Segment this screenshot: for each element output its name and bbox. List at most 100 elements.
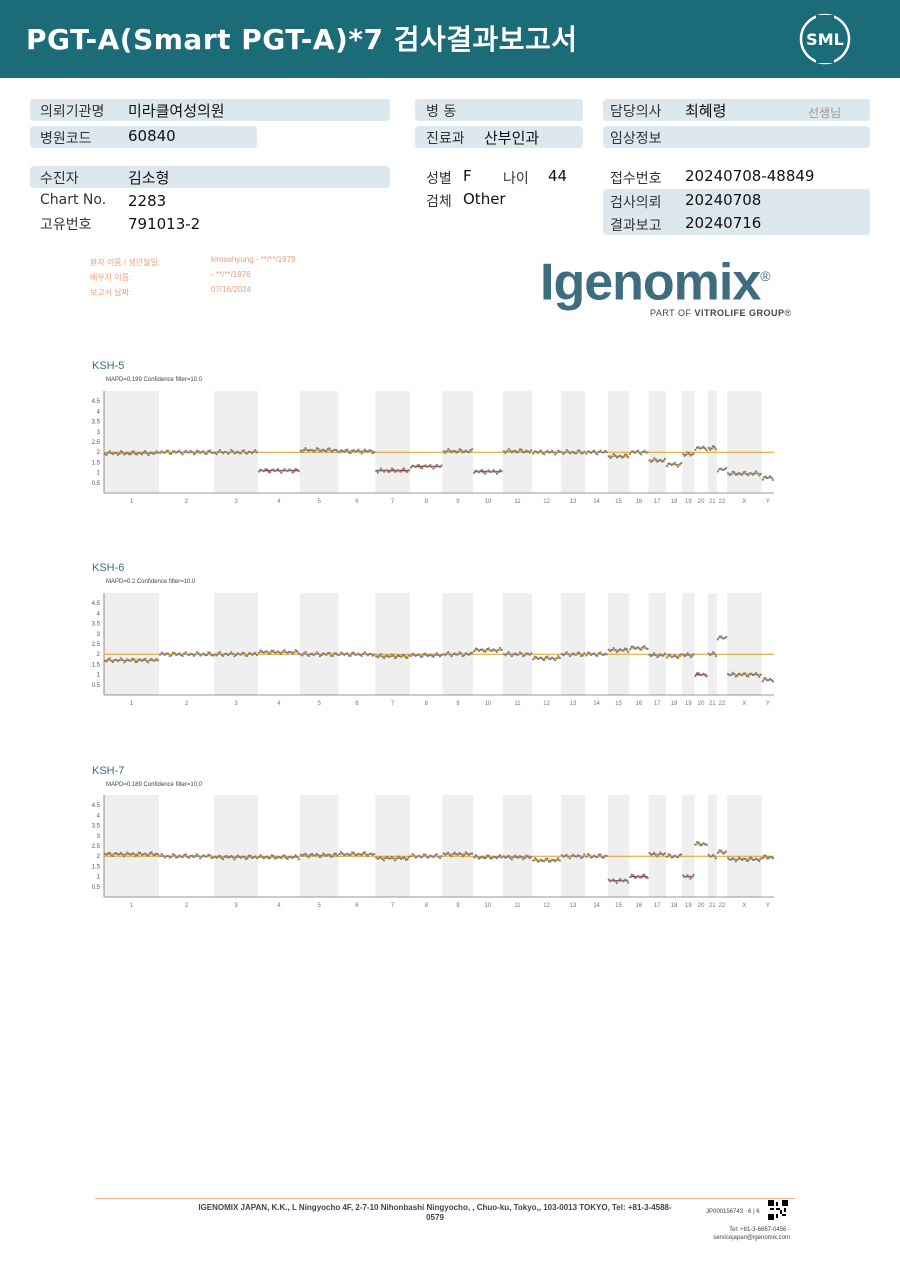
cnv-point <box>557 449 560 452</box>
receipt-label: 접수번호 <box>610 171 662 187</box>
doctor-label: 담당의사 <box>610 104 662 120</box>
cnv-point <box>334 448 338 452</box>
cnv-point <box>286 652 289 655</box>
cnv-point <box>665 465 669 468</box>
cnv-point <box>615 881 618 884</box>
cnv-point <box>124 659 128 663</box>
cnv-point <box>585 855 588 858</box>
cnv-point <box>189 449 192 453</box>
cnv-point <box>148 452 152 455</box>
cnv-point <box>234 451 238 454</box>
cnv-point <box>338 451 341 454</box>
cnv-point <box>176 855 179 859</box>
x-tick-label: 22 <box>719 701 726 707</box>
cnv-point <box>758 474 761 477</box>
cnv-point <box>156 853 160 856</box>
cnv-point <box>504 654 507 657</box>
x-tick-label: 17 <box>654 903 661 909</box>
cnv-point <box>310 852 314 855</box>
cnv-point <box>583 450 586 453</box>
cnv-point <box>147 453 150 457</box>
brand-name: Igenomix <box>540 253 761 312</box>
cnv-point <box>200 855 203 858</box>
x-tick-label: 18 <box>671 499 678 505</box>
cnv-point <box>162 854 165 857</box>
cnv-point <box>103 452 107 456</box>
cnv-point <box>689 877 692 880</box>
cnv-point <box>663 457 667 460</box>
cnv-point <box>309 448 312 451</box>
cnv-point <box>421 467 424 470</box>
cnv-point <box>278 469 281 473</box>
cnv-point <box>694 674 697 678</box>
cnv-point <box>499 468 502 472</box>
cnv-point <box>530 449 533 452</box>
cnv-point <box>673 654 676 657</box>
unique-no-label: 고유번호 <box>40 217 92 233</box>
cnv-point <box>297 652 300 655</box>
cnv-point <box>552 451 555 454</box>
cnv-point <box>171 651 175 654</box>
cnv-point <box>395 470 398 473</box>
cnv-point <box>192 855 195 859</box>
cnv-point <box>331 450 334 453</box>
chromosome-band <box>707 593 717 695</box>
cnv-point <box>357 652 360 655</box>
cnv-point <box>623 453 627 456</box>
cnv-point <box>568 857 571 860</box>
cnv-point <box>435 463 438 467</box>
cnv-point <box>502 652 505 656</box>
cnv-point <box>430 654 433 657</box>
cnv-point <box>373 852 376 856</box>
cnv-point <box>444 451 447 455</box>
cnv-point <box>409 466 413 469</box>
cnv-point <box>153 452 156 455</box>
chromosome-band <box>707 795 717 897</box>
cnv-point <box>562 452 565 456</box>
cnv-point <box>191 653 194 656</box>
cnv-point <box>247 652 251 655</box>
cnv-point <box>276 467 280 471</box>
cnv-point <box>707 446 710 449</box>
cnv-point <box>546 655 549 658</box>
cnv-point <box>654 853 657 856</box>
cnv-point <box>733 471 736 474</box>
cnv-chart-ksh6: 4.543.532.521.510.51 2 3 4 5 6 7 8 9 10 11 12 13 14 15… <box>92 593 775 707</box>
chart-no-value: 2283 <box>128 192 167 210</box>
cnv-point <box>588 854 591 857</box>
cnv-point <box>259 649 262 652</box>
cnv-point <box>222 858 225 861</box>
cnv-point <box>262 470 265 473</box>
cnv-point <box>764 676 767 680</box>
cnv-point <box>490 857 494 860</box>
cnv-point <box>440 653 443 657</box>
x-tick-label: 19 <box>685 499 692 505</box>
cnv-point <box>153 659 156 662</box>
cnv-point <box>575 653 578 656</box>
cnv-point <box>322 652 325 655</box>
cnv-point <box>504 451 507 455</box>
cnv-point <box>653 851 656 854</box>
chromosome-band <box>502 795 533 897</box>
chromosome-band <box>214 593 258 695</box>
cnv-point <box>197 855 200 858</box>
cnv-point <box>165 652 168 655</box>
cnv-point <box>434 465 437 468</box>
cnv-point <box>570 855 573 858</box>
cnv-point <box>597 450 601 454</box>
cnv-point <box>155 658 158 661</box>
cnv-point <box>659 458 662 461</box>
x-tick-label: 21 <box>709 701 716 707</box>
cnv-point <box>390 855 393 859</box>
report-date-value: 07/16/2024 <box>211 285 252 294</box>
cnv-point <box>482 471 485 474</box>
cnv-point <box>602 856 605 859</box>
cnv-point <box>510 451 513 454</box>
dates-band <box>603 189 870 235</box>
cnv-point <box>617 879 620 882</box>
cnv-point <box>578 449 581 452</box>
receipt-value: 20240708-48849 <box>685 167 815 185</box>
cnv-point <box>210 654 213 657</box>
cnv-point <box>325 653 328 656</box>
cnv-point <box>761 680 764 683</box>
